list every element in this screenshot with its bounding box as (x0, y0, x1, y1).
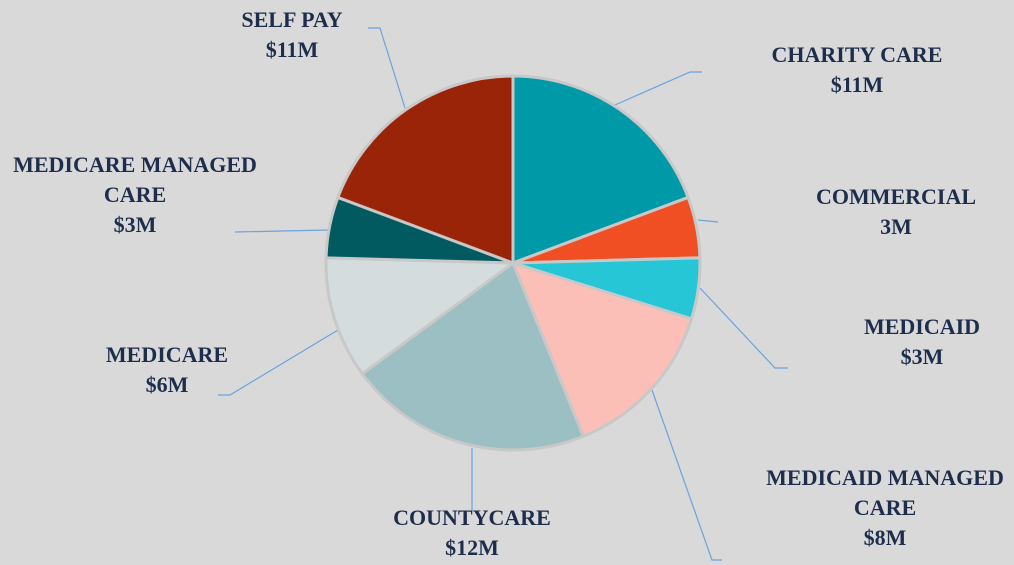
slice-label: MEDICARE MANAGED CARE $3M (10, 150, 260, 240)
value-label: 3M (880, 214, 912, 239)
value-label: $6M (145, 372, 189, 397)
leader-line (651, 389, 722, 561)
category-label: MEDICAID MANAGED CARE (766, 465, 1004, 520)
slice-label: COMMERCIAL 3M (761, 182, 1014, 242)
leader-line (218, 329, 339, 396)
category-label: MEDICAID (863, 314, 981, 339)
pie-slice (510, 260, 694, 439)
category-label: COMMERCIAL (815, 184, 977, 209)
pie-slice (324, 256, 518, 376)
leader-line (697, 219, 719, 223)
value-label: $8M (863, 525, 907, 550)
value-label: $11M (265, 37, 319, 62)
leader-lines (218, 27, 788, 561)
value-label: $12M (445, 535, 499, 560)
pie-slice (335, 74, 515, 266)
value-label: $3M (113, 212, 157, 237)
slice-label: COUNTYCARE $12M (337, 503, 607, 563)
slice-label: MEDICAID MANAGED CARE $8M (760, 463, 1010, 553)
category-label: COUNTYCARE (393, 505, 551, 530)
slice-label: SELF PAY $11M (157, 5, 427, 65)
pie-slice (360, 260, 586, 452)
leader-line (234, 229, 329, 233)
leader-line (699, 287, 788, 369)
slice-label: MEDICAID $3M (787, 312, 1014, 372)
pie (324, 74, 702, 452)
leader-line (614, 71, 702, 106)
pie-slice (511, 74, 691, 266)
category-label: MEDICARE MANAGED CARE (13, 152, 257, 207)
category-label: CHARITY CARE (771, 42, 943, 67)
slice-label: MEDICARE $6M (32, 340, 302, 400)
value-label: $11M (830, 72, 884, 97)
category-label: MEDICARE (105, 342, 229, 367)
category-label: SELF PAY (241, 7, 343, 32)
value-label: $3M (900, 344, 944, 369)
leader-line (368, 27, 406, 109)
slice-label: CHARITY CARE $11M (722, 40, 992, 100)
